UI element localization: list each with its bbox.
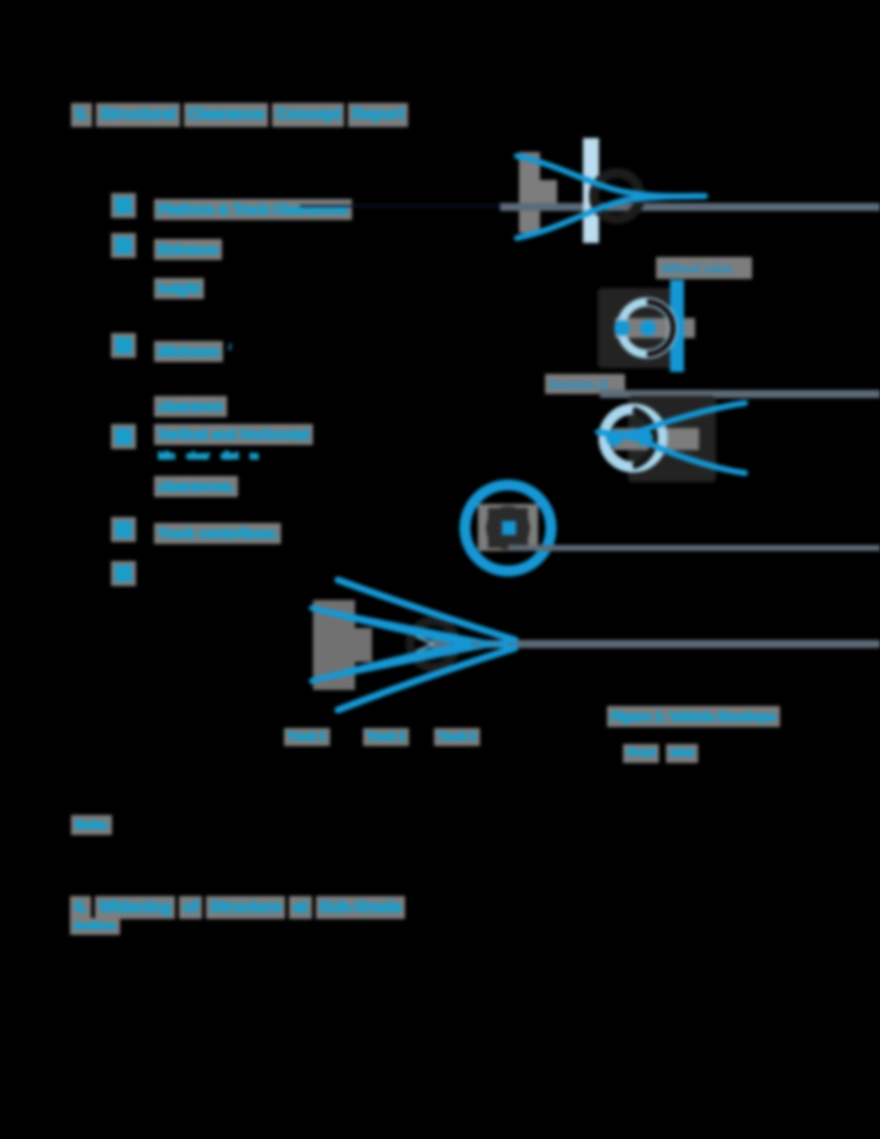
svg-text:Wheel view: Wheel view (662, 261, 733, 276)
svg-text:Section A: Section A (549, 377, 609, 392)
